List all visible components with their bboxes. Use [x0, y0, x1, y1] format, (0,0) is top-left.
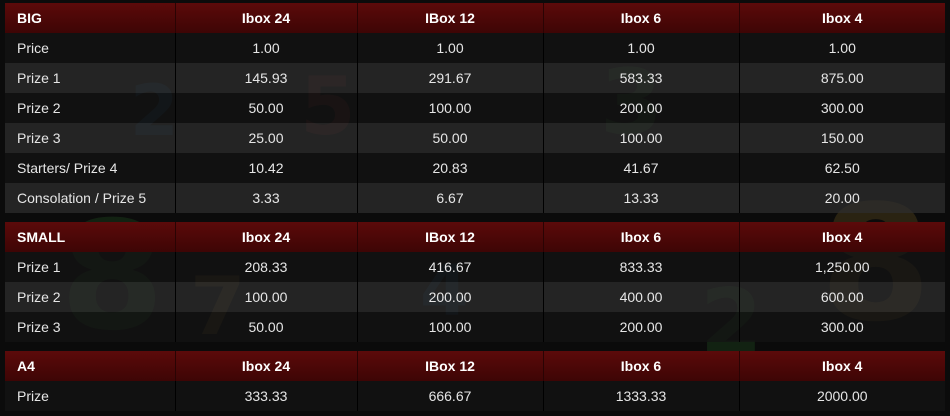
column-header-ibox24: Ibox 24: [174, 3, 357, 33]
table-cell: 50.00: [174, 93, 357, 123]
column-header-type: BIG: [5, 3, 175, 33]
column-header-ibox12: IBox 12: [356, 3, 543, 33]
column-header-ibox12: IBox 12: [356, 222, 543, 252]
table-cell: 1333.33: [542, 381, 739, 411]
row-label: Prize 3: [5, 123, 175, 153]
table-cell: 50.00: [356, 123, 543, 153]
row-label: Starters/ Prize 4: [5, 153, 175, 183]
table-cell: 1.00: [542, 33, 739, 63]
table-cell: 1.00: [174, 33, 357, 63]
table-cell: 50.00: [174, 312, 357, 342]
table-row: Prize 1 145.93 291.67 583.33 875.00: [5, 63, 945, 93]
table-row: Consolation / Prize 5 3.33 6.67 13.33 20…: [5, 183, 945, 213]
table-header-row: BIG Ibox 24 IBox 12 Ibox 6 Ibox 4: [5, 3, 945, 33]
small-prize-table: SMALL Ibox 24 IBox 12 Ibox 6 Ibox 4 Priz…: [5, 222, 945, 342]
row-label: Consolation / Prize 5: [5, 183, 175, 213]
table-cell: 150.00: [738, 123, 945, 153]
table-cell: 300.00: [738, 93, 945, 123]
table-header-row: A4 Ibox 24 IBox 12 Ibox 6 Ibox 4: [5, 351, 945, 381]
table-cell: 400.00: [542, 282, 739, 312]
table-cell: 200.00: [542, 93, 739, 123]
table-cell: 20.00: [738, 183, 945, 213]
column-header-ibox6: Ibox 6: [542, 351, 739, 381]
row-label: Prize 1: [5, 252, 175, 282]
table-row: Prize 2 50.00 100.00 200.00 300.00: [5, 93, 945, 123]
column-header-ibox4: Ibox 4: [738, 3, 945, 33]
row-label: Prize: [5, 381, 175, 411]
table-cell: 145.93: [174, 63, 357, 93]
table-cell: 208.33: [174, 252, 357, 282]
table-cell: 600.00: [738, 282, 945, 312]
table-row: Prize 2 100.00 200.00 400.00 600.00: [5, 282, 945, 312]
table-cell: 1.00: [738, 33, 945, 63]
table-cell: 20.83: [356, 153, 543, 183]
table-spacer: [5, 342, 945, 351]
table-cell: 583.33: [542, 63, 739, 93]
column-header-ibox6: Ibox 6: [542, 222, 739, 252]
column-header-ibox6: Ibox 6: [542, 3, 739, 33]
table-cell: 3.33: [174, 183, 357, 213]
table-cell: 291.67: [356, 63, 543, 93]
table-cell: 100.00: [542, 123, 739, 153]
table-row: Prize 333.33 666.67 1333.33 2000.00: [5, 381, 945, 411]
table-cell: 200.00: [542, 312, 739, 342]
table-cell: 100.00: [174, 282, 357, 312]
big-prize-table: BIG Ibox 24 IBox 12 Ibox 6 Ibox 4 Price …: [5, 3, 945, 213]
table-cell: 100.00: [356, 312, 543, 342]
table-cell: 200.00: [356, 282, 543, 312]
table-cell: 333.33: [174, 381, 357, 411]
table-cell: 875.00: [738, 63, 945, 93]
column-header-type: A4: [5, 351, 175, 381]
column-header-ibox12: IBox 12: [356, 351, 543, 381]
table-row: Prize 1 208.33 416.67 833.33 1,250.00: [5, 252, 945, 282]
table-row: Starters/ Prize 4 10.42 20.83 41.67 62.5…: [5, 153, 945, 183]
table-cell: 2000.00: [738, 381, 945, 411]
column-header-ibox24: Ibox 24: [174, 351, 357, 381]
table-cell: 13.33: [542, 183, 739, 213]
row-label: Prize 1: [5, 63, 175, 93]
table-cell: 1.00: [356, 33, 543, 63]
table-cell: 25.00: [174, 123, 357, 153]
table-row: Prize 3 50.00 100.00 200.00 300.00: [5, 312, 945, 342]
row-label: Prize 2: [5, 282, 175, 312]
row-label: Prize 2: [5, 93, 175, 123]
table-cell: 10.42: [174, 153, 357, 183]
table-cell: 416.67: [356, 252, 543, 282]
column-header-ibox4: Ibox 4: [738, 222, 945, 252]
prize-tables: BIG Ibox 24 IBox 12 Ibox 6 Ibox 4 Price …: [5, 3, 945, 411]
a4-prize-table: A4 Ibox 24 IBox 12 Ibox 6 Ibox 4 Prize 3…: [5, 351, 945, 411]
column-header-ibox4: Ibox 4: [738, 351, 945, 381]
column-header-type: SMALL: [5, 222, 175, 252]
table-row: Price 1.00 1.00 1.00 1.00: [5, 33, 945, 63]
column-header-ibox24: Ibox 24: [174, 222, 357, 252]
table-row: Prize 3 25.00 50.00 100.00 150.00: [5, 123, 945, 153]
table-spacer: [5, 213, 945, 222]
table-cell: 41.67: [542, 153, 739, 183]
table-cell: 62.50: [738, 153, 945, 183]
table-header-row: SMALL Ibox 24 IBox 12 Ibox 6 Ibox 4: [5, 222, 945, 252]
table-cell: 6.67: [356, 183, 543, 213]
table-cell: 100.00: [356, 93, 543, 123]
row-label: Price: [5, 33, 175, 63]
table-cell: 666.67: [356, 381, 543, 411]
table-cell: 300.00: [738, 312, 945, 342]
table-cell: 833.33: [542, 252, 739, 282]
row-label: Prize 3: [5, 312, 175, 342]
table-cell: 1,250.00: [738, 252, 945, 282]
